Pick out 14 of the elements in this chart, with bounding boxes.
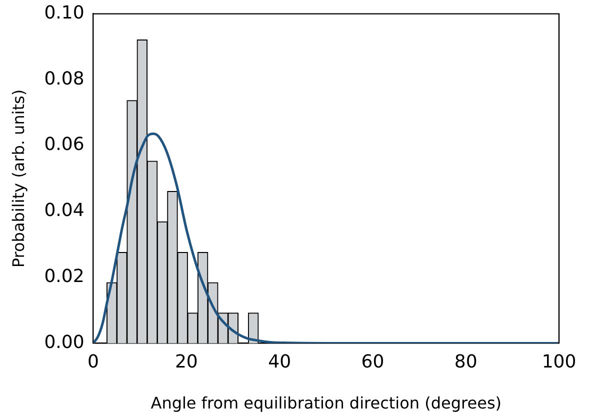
x-tick-label: 80 <box>454 352 478 373</box>
x-tick-label: 60 <box>361 352 384 373</box>
x-tick-label: 20 <box>174 352 198 373</box>
y-tick-label: 0.02 <box>44 266 84 287</box>
y-tick-label: 0.00 <box>44 332 84 353</box>
x-axis-title: Angle from equilibration direction (degrees) <box>150 394 502 413</box>
y-tick-label: 0.06 <box>44 134 84 156</box>
x-tick-label: 100 <box>542 352 576 373</box>
y-tick-label: 0.10 <box>44 2 84 24</box>
y-tick-label: 0.08 <box>44 68 84 90</box>
y-tick-label: 0.04 <box>44 200 84 222</box>
y-axis-title: Probability (arb. units) <box>8 89 28 268</box>
x-tick-label: 40 <box>268 352 292 373</box>
x-tick-label: 0 <box>88 352 100 373</box>
